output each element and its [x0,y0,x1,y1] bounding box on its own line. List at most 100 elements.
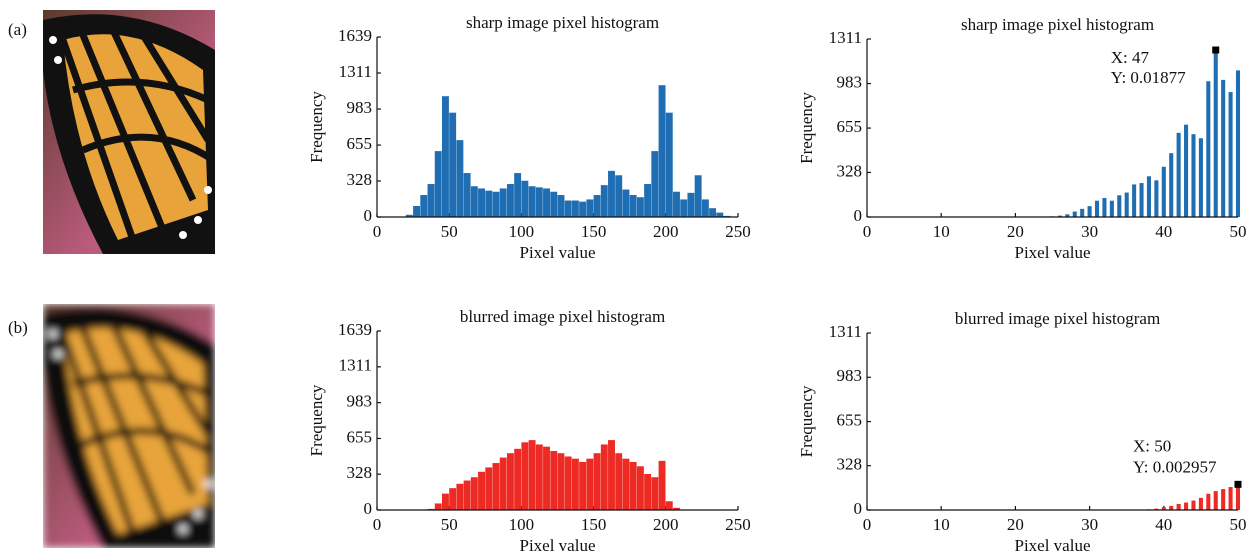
bar [478,188,485,217]
bar [629,195,637,217]
datatip-text: Y: 0.002957 [1133,457,1217,476]
bar [615,453,623,510]
chart-title: blurred image pixel histogram [955,309,1160,328]
bar [441,96,449,217]
bar [535,444,543,510]
bar [499,457,507,510]
y-tick-label: 328 [837,455,863,474]
bar [557,195,565,217]
bar [673,191,680,217]
datatip-marker [1212,46,1220,54]
y-axis-label: Frequency [797,92,816,164]
bar [478,471,485,510]
y-tick-label: 983 [837,72,863,91]
datatip-marker [1234,480,1242,488]
x-tick-label: 200 [653,515,679,534]
bar [514,448,522,510]
bar [694,175,702,217]
bar [658,85,666,217]
bar [449,112,457,217]
bar [499,188,507,217]
bar [644,184,652,217]
bar [1198,138,1203,217]
x-tick-label: 10 [933,515,950,534]
bar [1087,206,1092,217]
datatip-text: Y: 0.01877 [1111,68,1186,87]
bar [470,186,478,217]
bar [586,199,594,217]
bar [1124,192,1129,217]
x-tick-label: 0 [863,222,872,241]
bar [716,212,724,217]
y-tick-label: 655 [347,134,373,153]
bar [1169,153,1174,217]
y-tick-label: 0 [364,206,373,225]
bar [1102,197,1107,217]
bar [579,201,587,217]
bar [1228,92,1233,217]
y-tick-label: 1311 [339,62,372,81]
chart-title: blurred image pixel histogram [460,307,665,326]
x-tick-label: 20 [1007,222,1024,241]
bar [1213,49,1218,217]
chart-title: sharp image pixel histogram [466,13,659,32]
x-axis-label: Pixel value [519,536,595,555]
y-tick-label: 983 [837,366,863,385]
bar [600,444,608,510]
bar [673,507,680,510]
bar [550,191,558,217]
bar [1176,132,1181,217]
bar [622,458,630,510]
x-tick-label: 200 [653,222,679,241]
x-tick-label: 250 [725,515,751,534]
bar [644,473,652,510]
bar [1221,489,1226,510]
x-tick-label: 50 [1230,515,1247,534]
bar [434,503,442,510]
y-tick-label: 0 [854,206,863,225]
y-tick-label: 983 [347,392,373,411]
bar [1072,211,1077,217]
bar [463,480,471,510]
bar [1191,134,1196,217]
bar [629,461,637,510]
bar [1132,184,1137,217]
bar [651,151,659,217]
bar [405,214,413,217]
bar [485,467,493,510]
bar [680,199,688,217]
y-tick-label: 0 [854,499,863,518]
x-tick-label: 150 [581,222,607,241]
bar [1161,166,1166,217]
x-axis-label: Pixel value [1014,536,1090,555]
bar [1176,503,1181,510]
bar [1184,124,1189,217]
y-tick-label: 983 [347,98,373,117]
bar [636,197,644,217]
x-tick-label: 40 [1155,515,1172,534]
bar [543,188,550,217]
y-tick-label: 655 [837,410,863,429]
bar [1191,500,1196,510]
bar [528,186,536,217]
bar [485,190,493,217]
bar [701,199,709,217]
bar [579,461,587,510]
bar [463,173,471,217]
bar [1146,176,1152,217]
bar [456,140,464,217]
bar [665,501,673,510]
bar [622,189,630,217]
x-tick-label: 250 [725,222,751,241]
y-tick-label: 1311 [339,356,372,375]
y-tick-label: 0 [364,499,373,518]
chart-title: sharp image pixel histogram [961,15,1154,34]
bar [658,460,666,510]
panel-label: (a) [8,20,27,39]
bar [1206,493,1211,510]
y-tick-label: 328 [347,170,373,189]
x-tick-label: 0 [863,515,872,534]
bar [434,151,442,217]
bar [586,458,594,510]
bar [593,453,601,510]
